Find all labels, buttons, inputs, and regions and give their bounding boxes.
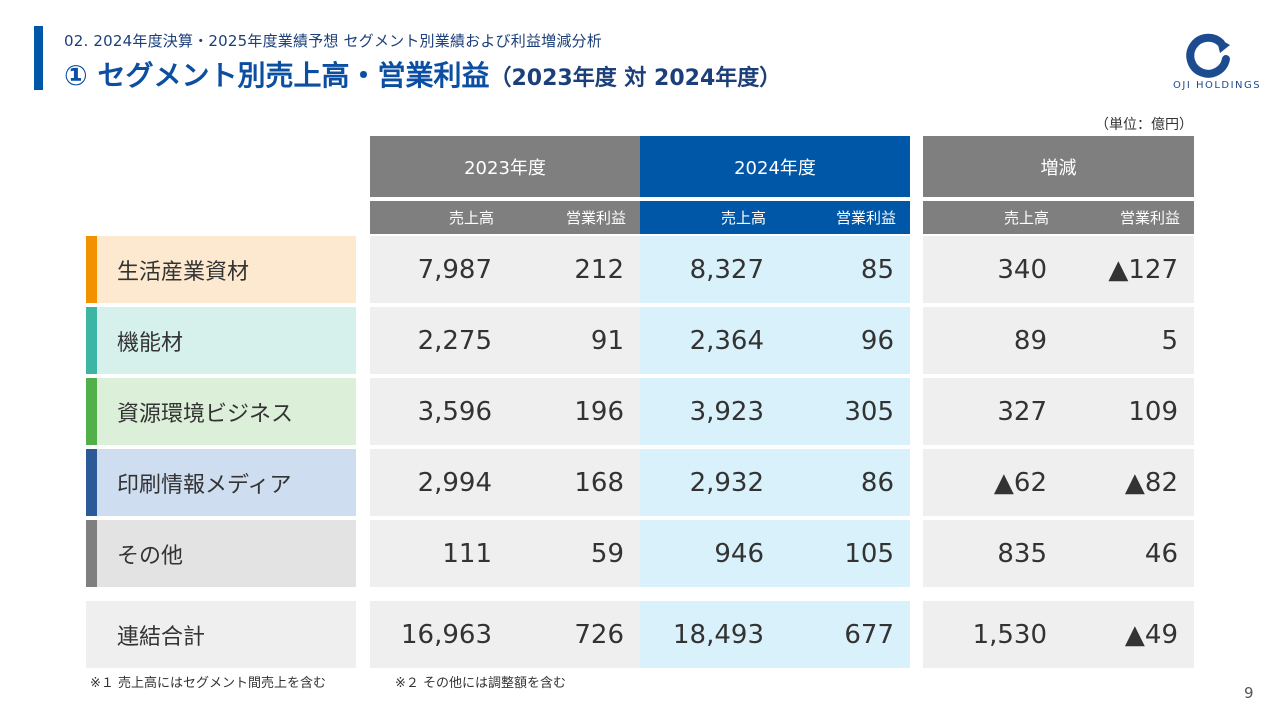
cell-change-profit: 46 — [1063, 520, 1194, 587]
segment-color-stripe — [86, 307, 97, 374]
logo-text: OJI HOLDINGS — [1173, 80, 1262, 91]
cell-2023-sales: 3,596 — [370, 378, 508, 445]
header-change: 増減 — [923, 136, 1194, 197]
subheader-2023-profit: 営業利益 — [508, 201, 640, 234]
cell-2023-sales: 7,987 — [370, 236, 508, 303]
segment-label: その他 — [117, 543, 184, 569]
cell-change-sales: 327 — [923, 378, 1063, 445]
cell-change-sales: 340 — [923, 236, 1063, 303]
oji-logo-icon — [1186, 33, 1230, 78]
subheader-2023-sales: 売上高 — [370, 201, 508, 234]
cell-change-profit: 109 — [1063, 378, 1194, 445]
cell-change-profit: ▲127 — [1063, 236, 1194, 303]
cell-2024-profit: 96 — [780, 307, 910, 374]
cell-2024-sales: 8,327 — [640, 236, 780, 303]
cell-2023-sales: 111 — [370, 520, 508, 587]
segment-label: 生活産業資材 — [117, 259, 250, 285]
subheader-change-sales: 売上高 — [923, 201, 1063, 234]
cell-2023-profit: 196 — [508, 378, 640, 445]
page-number: 9 — [1244, 684, 1254, 702]
segment-label-cell: 印刷情報メディア — [86, 449, 356, 516]
cell-change-sales: ▲62 — [923, 449, 1063, 516]
title-accent-bar — [34, 26, 43, 90]
segment-label: 印刷情報メディア — [117, 472, 292, 498]
page-subtitle: 02. 2024年度決算・2025年度業績予想 セグメント別業績および利益増減分… — [64, 32, 602, 50]
cell-2024-sales: 946 — [640, 520, 780, 587]
cell-change-profit: 5 — [1063, 307, 1194, 374]
cell-2024-sales: 3,923 — [640, 378, 780, 445]
segment-label: 資源環境ビジネス — [117, 401, 294, 427]
cell-change-sales: 835 — [923, 520, 1063, 587]
cell-2023-profit: 59 — [508, 520, 640, 587]
header-2023: 2023年度 — [370, 136, 640, 197]
title-main: ① セグメント別売上高・営業利益 — [64, 59, 490, 92]
cell-2023-profit: 168 — [508, 449, 640, 516]
segment-label-cell: その他 — [86, 520, 356, 587]
footnote-2: ※２ その他には調整額を含む — [395, 676, 567, 691]
unit-label: （単位：億円） — [1095, 117, 1193, 133]
segment-label-cell: 資源環境ビジネス — [86, 378, 356, 445]
cell-change-sales: 89 — [923, 307, 1063, 374]
segment-color-stripe — [86, 449, 97, 516]
total-label-cell: 連結合計 — [86, 601, 356, 668]
total-cell-2023-sales: 16,963 — [370, 601, 508, 668]
subheader-2024-profit: 営業利益 — [780, 201, 910, 234]
cell-2024-sales: 2,932 — [640, 449, 780, 516]
segment-label-cell: 生活産業資材 — [86, 236, 356, 303]
cell-2023-sales: 2,994 — [370, 449, 508, 516]
cell-2023-sales: 2,275 — [370, 307, 508, 374]
segment-label-cell: 機能材 — [86, 307, 356, 374]
cell-2024-profit: 85 — [780, 236, 910, 303]
cell-2024-profit: 105 — [780, 520, 910, 587]
total-cell-2023-profit: 726 — [508, 601, 640, 668]
segment-label: 機能材 — [117, 330, 184, 356]
page-title: ① セグメント別売上高・営業利益（2023年度 対 2024年度） — [64, 54, 781, 94]
cell-2024-profit: 86 — [780, 449, 910, 516]
subheader-change-profit: 営業利益 — [1063, 201, 1194, 234]
total-label: 連結合計 — [117, 624, 206, 650]
segment-color-stripe — [86, 236, 97, 303]
title-period: （2023年度 対 2024年度） — [489, 66, 782, 91]
total-cell-change-sales: 1,530 — [923, 601, 1063, 668]
cell-2023-profit: 212 — [508, 236, 640, 303]
segment-color-stripe — [86, 520, 97, 587]
total-cell-change-profit: ▲49 — [1063, 601, 1194, 668]
cell-2024-profit: 305 — [780, 378, 910, 445]
cell-2024-sales: 2,364 — [640, 307, 780, 374]
subheader-2024-sales: 売上高 — [640, 201, 780, 234]
footnote-1: ※１ 売上高にはセグメント間売上を含む — [90, 676, 327, 691]
cell-change-profit: ▲82 — [1063, 449, 1194, 516]
segment-color-stripe — [86, 378, 97, 445]
cell-2023-profit: 91 — [508, 307, 640, 374]
total-cell-2024-sales: 18,493 — [640, 601, 780, 668]
header-2024: 2024年度 — [640, 136, 910, 197]
total-cell-2024-profit: 677 — [780, 601, 910, 668]
